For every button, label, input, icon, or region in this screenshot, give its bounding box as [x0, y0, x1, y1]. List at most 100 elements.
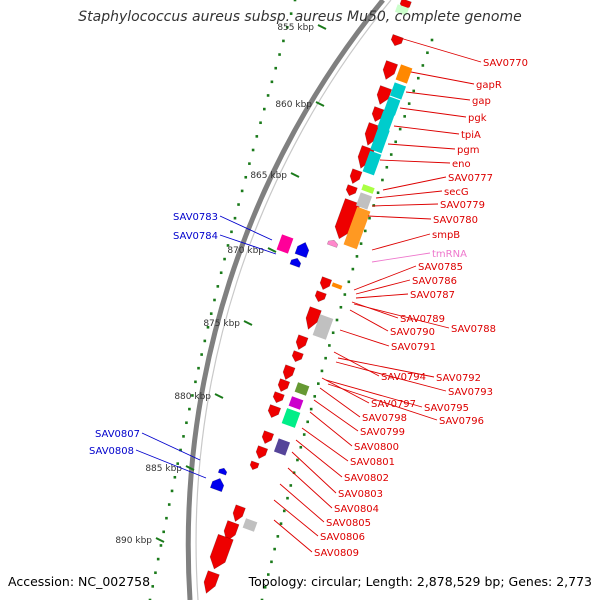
gene-label: SAV0806	[320, 532, 365, 543]
gene-arrow-red	[376, 85, 393, 105]
tick-dot	[259, 121, 262, 125]
gene-label: SAV0786	[412, 276, 457, 287]
tick-dot	[263, 107, 266, 111]
gene-label: SAV0779	[440, 200, 485, 211]
label-leader-line	[371, 233, 431, 251]
tick-dot	[188, 407, 191, 411]
label-leader-line	[339, 329, 390, 347]
tick-dot	[273, 547, 276, 551]
label-leader-line	[313, 399, 359, 432]
tick-dot	[194, 380, 197, 384]
tick-dot	[197, 366, 200, 370]
tick-dot	[339, 305, 343, 309]
tick-dots	[148, 0, 434, 602]
tick-dot	[151, 585, 155, 588]
tick-dot	[368, 216, 371, 220]
tick-dot	[343, 293, 347, 296]
gene-arrow-red	[319, 276, 333, 291]
tick-dot	[263, 585, 267, 589]
tick-dot	[282, 509, 286, 513]
kbp-tick-mark	[290, 172, 300, 178]
gene-label: SAV0792	[436, 373, 481, 384]
tick-dot	[226, 244, 230, 247]
label-leader-line	[399, 107, 467, 118]
tick-dot	[200, 353, 203, 356]
label-leader-line	[291, 451, 337, 494]
gene-arrow-red	[314, 290, 327, 303]
gene-label: SAV0799	[360, 427, 405, 438]
tick-dot	[182, 435, 185, 438]
kbp-tick-label: 870 kbp	[227, 246, 264, 256]
gene-box-colored	[294, 382, 310, 396]
tick-dot	[320, 369, 324, 373]
gene-arrow-red	[272, 391, 285, 404]
tick-dot	[296, 458, 299, 462]
tick-dot	[276, 535, 280, 538]
tick-dot	[293, 0, 297, 2]
tick-dot	[167, 503, 171, 506]
gene-arrow-red	[382, 60, 399, 80]
gene-box-colored	[242, 518, 258, 532]
label-leader-line	[301, 427, 349, 462]
label-leader-line	[371, 203, 439, 207]
label-leader-line	[321, 377, 370, 404]
gene-label: SAV0787	[410, 290, 455, 301]
tick-dot	[240, 189, 244, 193]
gene-arrow-red	[255, 445, 269, 460]
tick-dot	[376, 191, 380, 195]
gene-arrow-red	[277, 378, 291, 393]
gene-label: SAV0800	[354, 442, 399, 453]
gene-label: SAV0804	[334, 504, 379, 515]
label-leader-line	[355, 279, 411, 295]
tick-dot	[279, 522, 283, 525]
label-leader-line	[219, 215, 273, 241]
tick-dot	[430, 38, 434, 42]
kbp-tick-label: 875 kbp	[203, 319, 240, 329]
gene-label: SAV0803	[338, 489, 383, 500]
tick-dot	[381, 178, 384, 182]
tick-dot	[306, 420, 309, 424]
tick-dot	[179, 448, 182, 452]
gene-arrow-red	[249, 460, 260, 471]
gene-box-colored	[273, 438, 291, 456]
gene-label: SAV0798	[362, 413, 407, 424]
gene-arrow-blue	[294, 242, 310, 259]
label-leader-line	[319, 387, 361, 418]
gene-box-colored	[288, 396, 304, 410]
tick-dot	[278, 53, 281, 56]
kbp-tick-label: 885 kbp	[145, 464, 182, 474]
gene-arrow-red	[282, 364, 296, 381]
gene-label: pgm	[457, 145, 479, 156]
tick-dot	[398, 127, 402, 131]
tick-dot	[209, 312, 213, 315]
tick-dot	[317, 382, 320, 385]
tick-dot	[176, 462, 180, 465]
label-leader-line	[399, 37, 482, 63]
tick-dot	[244, 175, 248, 179]
gene-label: gapR	[476, 80, 502, 91]
tick-dot	[385, 165, 389, 169]
backbone-arc	[185, 0, 385, 601]
gene-label: secG	[444, 187, 469, 198]
tick-dot	[223, 257, 226, 261]
tick-dot	[331, 331, 335, 335]
label-leader-line	[135, 449, 207, 479]
tick-dot	[219, 271, 223, 275]
gene-small-orange	[331, 282, 343, 290]
tick-dot	[191, 394, 194, 397]
gene-label: tpiA	[461, 130, 481, 141]
kbp-tick-mark	[155, 537, 165, 543]
tick-dot	[412, 89, 416, 93]
gene-box-colored	[355, 192, 373, 210]
gene-features	[203, 0, 413, 594]
gene-label: pgk	[468, 113, 487, 124]
tick-dot	[363, 229, 367, 233]
gene-label: SAV0789	[400, 314, 445, 325]
gene-arrow-red	[232, 504, 246, 523]
tick-dot	[335, 318, 339, 322]
tick-dot	[416, 76, 420, 80]
gene-box-colored	[394, 4, 410, 16]
tick-dot	[302, 433, 306, 436]
tick-dot	[206, 325, 210, 329]
